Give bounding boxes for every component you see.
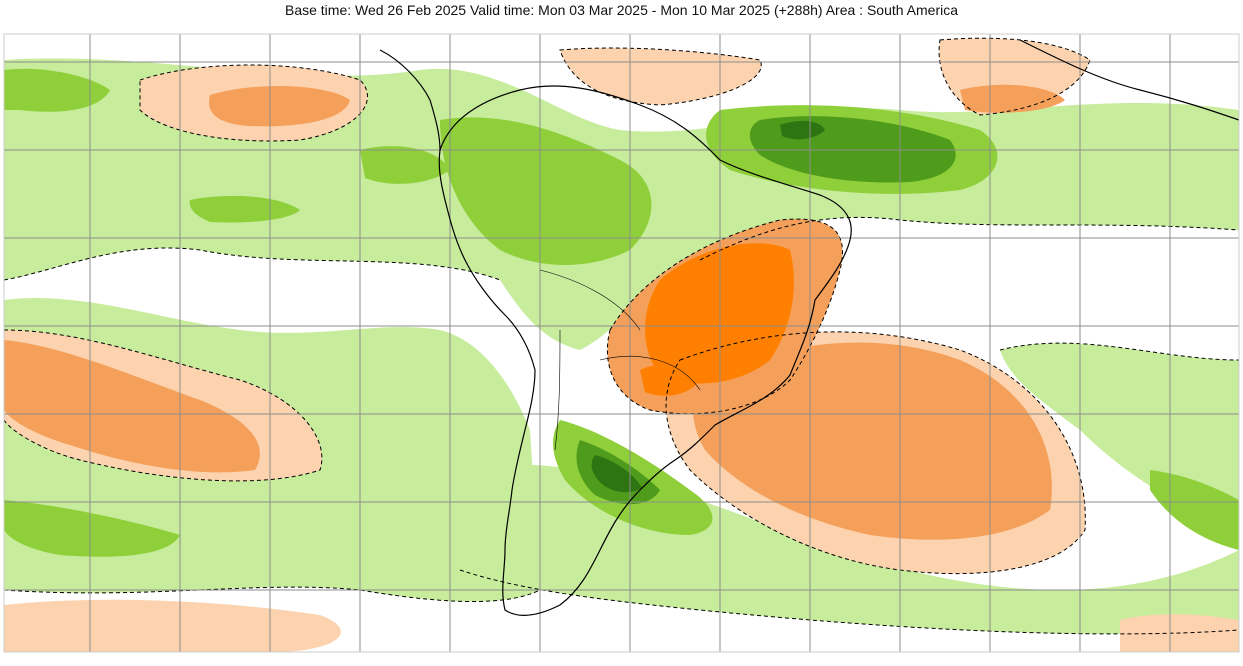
coastline-central-america [379,49,441,151]
medium-orange-region-northwest [209,85,350,127]
contour-line [938,37,1091,116]
contour-line [606,218,843,415]
light-orange-region-southwest [4,599,341,652]
contour-line [3,247,501,281]
anomaly-shading [4,38,1239,652]
contour-line [559,47,762,106]
coastline-south-america [438,85,852,617]
medium-green-region-southeast [1150,470,1239,550]
border-lines [539,269,701,451]
medium-orange-region-west [4,340,260,473]
coastline [379,39,1240,617]
medium-orange-region-east-ocean [693,342,1052,540]
map-frame [3,33,1240,653]
darkest-green-region-north-ocean [780,120,825,140]
medium-orange-region-northeast [960,84,1065,113]
medium-green-region-northwest-corner [4,68,110,112]
darkest-green-region-patagonia [591,455,642,493]
contour-line [999,342,1240,361]
contour-line [699,216,1240,261]
map-title: Base time: Wed 26 Feb 2025 Valid time: M… [284,2,958,18]
medium-green-region-west-andes [360,146,450,184]
dark-orange-region-paraguay [640,364,700,396]
contour-line [665,331,1086,575]
graticule [4,34,1239,652]
medium-green-region-amazon [440,117,652,265]
medium-green-region-southwest [4,500,180,557]
dark-orange-region-brazil [645,243,794,384]
coastline-caribbean [1019,39,1240,121]
contour-line [139,64,368,142]
contour-line [459,569,1240,635]
contour-line [3,586,541,603]
medium-green-region-pacific-north [189,195,300,223]
contour-line [3,329,323,482]
dashed-contours [3,37,1240,635]
anomaly-map [3,33,1240,653]
